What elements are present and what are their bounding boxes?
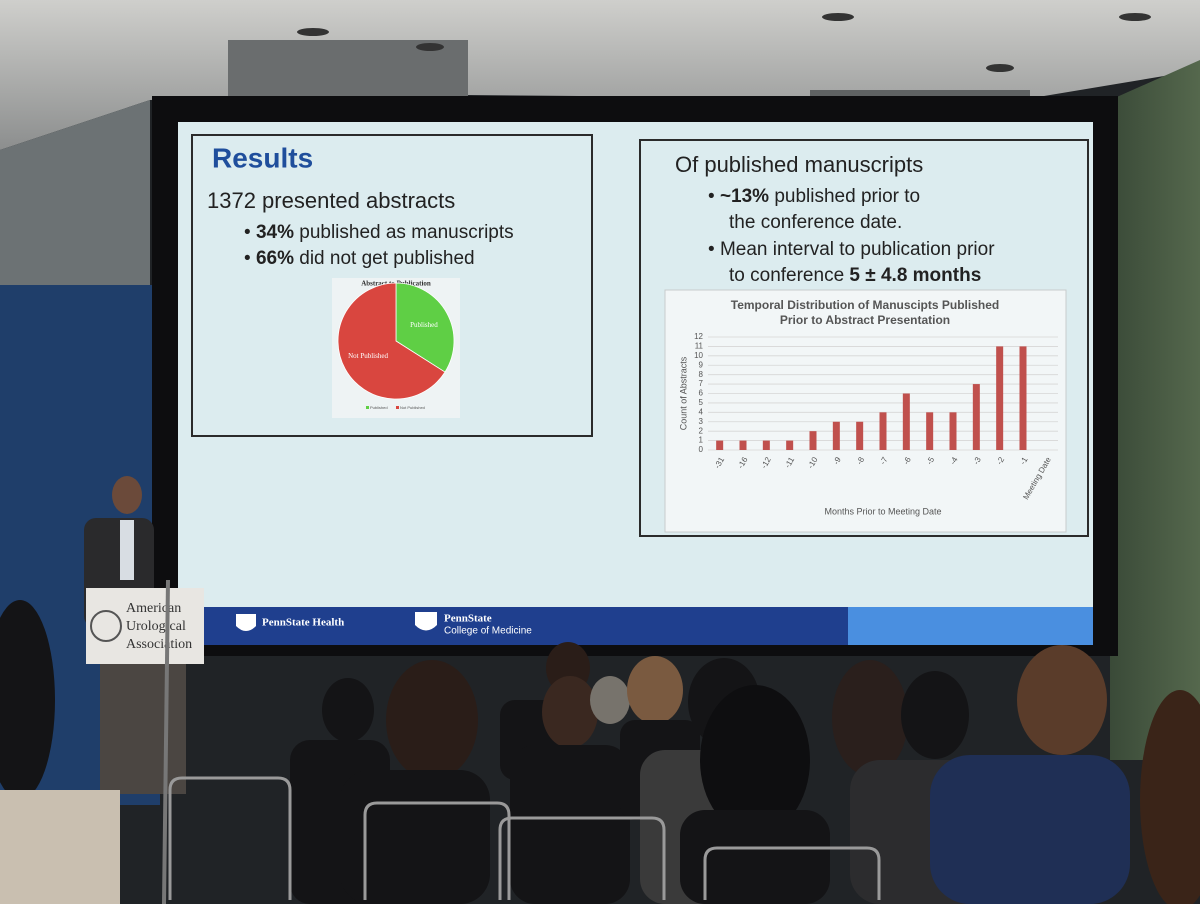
x-tick-label: -8	[855, 455, 867, 466]
mic-stand	[162, 579, 170, 904]
slide-title: Results	[212, 142, 313, 173]
bar	[879, 412, 887, 450]
legend-swatch	[396, 406, 399, 409]
bullet: • 34% published as manuscripts	[244, 222, 514, 243]
bullet-text: Mean interval to publication prior	[720, 239, 995, 260]
bar	[856, 421, 864, 450]
legend-label: Not Published	[400, 405, 425, 410]
slice-label: Not Published	[348, 352, 388, 360]
bar	[809, 431, 817, 450]
podium-seal	[90, 610, 122, 642]
y-tick-label: 12	[694, 332, 703, 341]
chairs	[168, 776, 881, 900]
bar	[972, 384, 980, 450]
wall-right	[1110, 60, 1200, 760]
footer-text: PennState Health	[262, 617, 344, 629]
footer-bar	[178, 607, 848, 645]
y-tick-label: 6	[699, 389, 704, 398]
podium-sign	[86, 588, 204, 664]
bullet-bold: 66%	[256, 248, 294, 269]
x-tick-label: -3	[972, 455, 984, 466]
pie-slice	[337, 282, 446, 400]
footer-text: College of Medicine	[444, 626, 532, 637]
left-panel	[191, 134, 593, 437]
legend-swatch	[366, 406, 369, 409]
bar	[832, 421, 840, 450]
right-panel	[639, 139, 1089, 537]
bullet-text: published prior to	[769, 186, 920, 207]
x-tick-label: -1	[1018, 455, 1030, 466]
bullet-bold: 5 ± 4.8 months	[849, 265, 981, 286]
bar	[996, 346, 1004, 450]
summary: 1372 presented abstracts	[207, 188, 455, 213]
presenter-head	[112, 476, 142, 514]
bar	[762, 440, 770, 450]
bar	[926, 412, 934, 450]
bullet-text: published as manuscripts	[294, 222, 514, 243]
chart-title: Prior to Abstract Presentation	[780, 313, 950, 327]
bullet-text: did not get published	[294, 248, 475, 269]
podium-text: Association	[126, 637, 192, 652]
x-tick-label: -6	[902, 455, 914, 466]
bar	[1019, 346, 1027, 450]
bar	[716, 440, 724, 450]
bullet: • 66% did not get published	[244, 248, 475, 269]
footer-text: PennState	[444, 613, 492, 625]
footer-accent	[848, 607, 1093, 645]
bullet: to conference 5 ± 4.8 months	[729, 265, 981, 286]
x-tick-label: -2	[995, 455, 1007, 466]
logo-shield	[415, 612, 437, 631]
bullet-text: to conference	[729, 265, 849, 286]
podium	[100, 664, 186, 794]
x-tick-label: -7	[878, 455, 890, 466]
heading: Of published manuscripts	[675, 152, 923, 177]
y-tick-label: 4	[699, 407, 704, 416]
bullet-text: the conference date.	[729, 212, 902, 233]
x-axis-label: Months Prior to Meeting Date	[824, 506, 941, 516]
podium-text: American	[126, 601, 181, 616]
x-tick-label: -5	[925, 455, 937, 466]
slice-label: Published	[410, 321, 438, 329]
bar	[949, 412, 957, 450]
y-tick-label: 3	[699, 417, 704, 426]
x-tick-label: -4	[948, 455, 960, 466]
wall-left	[0, 100, 150, 300]
bar	[786, 440, 794, 450]
bar	[739, 440, 747, 450]
pie-chart: Abstract to PublicationPublishedPublishe…	[337, 280, 455, 410]
y-tick-label: 2	[699, 426, 704, 435]
chart-title: Temporal Distribution of Manuscipts Publ…	[731, 298, 999, 312]
y-tick-label: 7	[699, 379, 704, 388]
logo-shield	[236, 614, 256, 631]
bullet-bold: ~13%	[720, 186, 769, 207]
x-tick-label: -9	[832, 455, 844, 466]
y-tick-label: 1	[699, 436, 704, 445]
bullet: • Mean interval to publication prior	[708, 239, 995, 260]
legend-label: Published	[370, 405, 388, 410]
bullet: • ~13% published prior to	[708, 186, 920, 207]
y-tick-label: 8	[699, 370, 704, 379]
y-tick-label: 10	[694, 351, 703, 360]
ceiling-lights	[297, 13, 1151, 72]
presenter-shirt	[120, 520, 134, 580]
podium-text: Urological	[126, 619, 186, 634]
y-axis-label: Count of Abstracts	[678, 356, 688, 430]
y-tick-label: 0	[699, 445, 704, 454]
y-tick-label: 5	[699, 398, 704, 407]
bar	[902, 393, 910, 450]
y-tick-label: 11	[695, 342, 704, 351]
ceiling	[0, 0, 1200, 150]
y-tick-label: 9	[699, 360, 704, 369]
bullet-bold: 34%	[256, 222, 294, 243]
